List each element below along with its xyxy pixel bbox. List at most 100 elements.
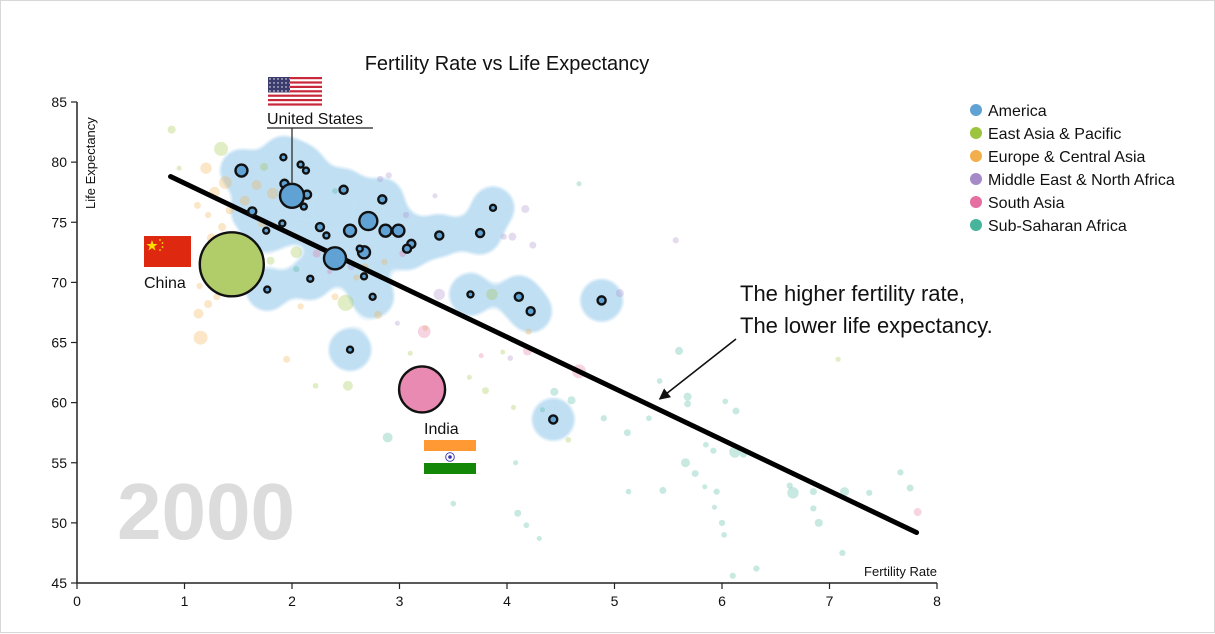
data-point-sub-saharan-africa[interactable] [897,469,904,476]
data-point-east-asia-pacific[interactable] [312,382,319,389]
data-point-sub-saharan-africa[interactable] [906,484,914,492]
data-point-middle-east-north-africa[interactable] [402,211,410,219]
data-point-europe-central-asia[interactable] [200,162,212,174]
data-point-sub-saharan-africa[interactable] [718,519,726,526]
data-point-america[interactable] [355,244,364,253]
data-point-america[interactable] [338,184,349,196]
data-point-sub-saharan-africa[interactable] [691,470,699,478]
legend-item-europe-central-asia[interactable]: Europe & Central Asia [970,149,1146,166]
data-point-america[interactable] [358,210,379,232]
data-point-america[interactable] [525,306,536,317]
data-point-america[interactable] [359,272,369,281]
data-point-east-asia-pacific[interactable] [214,141,229,156]
data-point-europe-central-asia[interactable] [239,195,250,206]
legend-item-middle-east-north-africa[interactable]: Middle East & North Africa [970,172,1175,189]
data-point-europe-central-asia[interactable] [213,293,221,301]
data-point-europe-central-asia[interactable] [297,303,304,310]
data-point-sub-saharan-africa[interactable] [625,488,632,495]
data-point-america[interactable] [368,292,377,301]
data-point-south-asia[interactable] [312,249,321,258]
data-point-east-asia-pacific[interactable] [407,350,413,356]
country-bubble-china[interactable] [198,231,266,298]
country-bubble-united-states[interactable] [278,182,306,209]
data-point-america[interactable] [322,231,331,240]
data-point-sub-saharan-africa[interactable] [683,392,692,401]
data-point-sub-saharan-africa[interactable] [567,396,576,405]
data-point-middle-east-north-africa[interactable] [529,241,537,249]
data-point-sub-saharan-africa[interactable] [382,432,393,443]
data-point-sub-saharan-africa[interactable] [703,441,709,448]
data-point-middle-east-north-africa[interactable] [507,355,514,361]
data-point-east-asia-pacific[interactable] [482,387,489,395]
legend-item-east-asia-pacific[interactable]: East Asia & Pacific [970,126,1121,143]
data-point-america[interactable] [299,202,309,211]
data-point-america[interactable] [296,160,305,169]
data-point-america[interactable] [434,230,445,241]
data-point-europe-central-asia[interactable] [196,282,203,290]
data-point-europe-central-asia[interactable] [283,355,291,363]
data-point-middle-east-north-africa[interactable] [385,172,392,179]
data-point-middle-east-north-africa[interactable] [432,193,438,199]
data-point-sub-saharan-africa[interactable] [332,188,338,194]
data-point-sub-saharan-africa[interactable] [659,486,667,494]
data-point-sub-saharan-africa[interactable] [787,487,799,499]
data-point-middle-east-north-africa[interactable] [672,237,679,244]
data-point-sub-saharan-africa[interactable] [753,565,760,572]
data-point-america[interactable] [306,274,315,283]
data-point-sub-saharan-africa[interactable] [450,500,457,507]
data-point-america[interactable] [377,194,388,205]
data-point-middle-east-north-africa[interactable] [521,204,530,214]
data-point-sub-saharan-africa[interactable] [866,489,873,496]
data-point-sub-saharan-africa[interactable] [576,181,582,187]
data-point-sub-saharan-africa[interactable] [814,518,823,527]
legend-item-south-asia[interactable]: South Asia [970,195,1065,212]
data-point-sub-saharan-africa[interactable] [809,488,817,496]
data-point-sub-saharan-africa[interactable] [732,407,740,415]
data-point-america[interactable] [301,166,311,175]
data-point-middle-east-north-africa[interactable] [377,175,384,183]
data-point-europe-central-asia[interactable] [193,201,201,209]
data-point-sub-saharan-africa[interactable] [513,460,519,466]
data-point-east-asia-pacific[interactable] [835,356,841,362]
data-point-europe-central-asia[interactable] [193,308,204,319]
data-point-america[interactable] [474,227,486,239]
data-point-sub-saharan-africa[interactable] [550,387,559,396]
data-point-europe-central-asia[interactable] [251,180,262,190]
data-point-east-asia-pacific[interactable] [290,246,302,259]
data-point-america[interactable] [345,345,355,354]
data-point-america[interactable] [378,223,393,238]
data-point-sub-saharan-africa[interactable] [729,572,736,579]
data-point-sub-saharan-africa[interactable] [839,549,846,557]
data-point-sub-saharan-africa[interactable] [674,346,684,355]
data-point-america[interactable] [234,163,249,178]
data-point-east-asia-pacific[interactable] [167,125,176,134]
data-point-east-asia-pacific[interactable] [510,404,516,410]
data-point-sub-saharan-africa[interactable] [539,407,546,413]
data-point-america[interactable] [263,285,272,294]
data-point-america[interactable] [466,290,475,299]
data-point-east-asia-pacific[interactable] [176,165,182,171]
data-point-sub-saharan-africa[interactable] [514,509,522,517]
data-point-south-asia[interactable] [417,325,431,339]
data-point-america[interactable] [262,226,271,235]
data-point-sub-saharan-africa[interactable] [646,415,652,422]
data-point-america[interactable] [322,246,348,271]
data-point-america[interactable] [342,223,358,238]
data-point-sub-saharan-africa[interactable] [840,487,850,497]
data-point-middle-east-north-africa[interactable] [615,289,624,298]
data-point-sub-saharan-africa[interactable] [523,522,530,529]
data-point-east-asia-pacific[interactable] [565,437,572,443]
data-point-europe-central-asia[interactable] [218,176,232,189]
data-point-europe-central-asia[interactable] [218,223,227,232]
data-point-sub-saharan-africa[interactable] [722,398,729,405]
data-point-europe-central-asia[interactable] [353,274,360,281]
data-point-europe-central-asia[interactable] [373,310,383,319]
data-point-middle-east-north-africa[interactable] [508,232,517,241]
data-point-america[interactable] [596,295,607,306]
legend-item-america[interactable]: America [970,103,1047,120]
data-point-america[interactable] [391,223,406,238]
data-point-sub-saharan-africa[interactable] [786,482,793,489]
data-point-east-asia-pacific[interactable] [500,349,506,355]
data-point-europe-central-asia[interactable] [525,328,532,335]
data-point-middle-east-north-africa[interactable] [394,320,400,326]
